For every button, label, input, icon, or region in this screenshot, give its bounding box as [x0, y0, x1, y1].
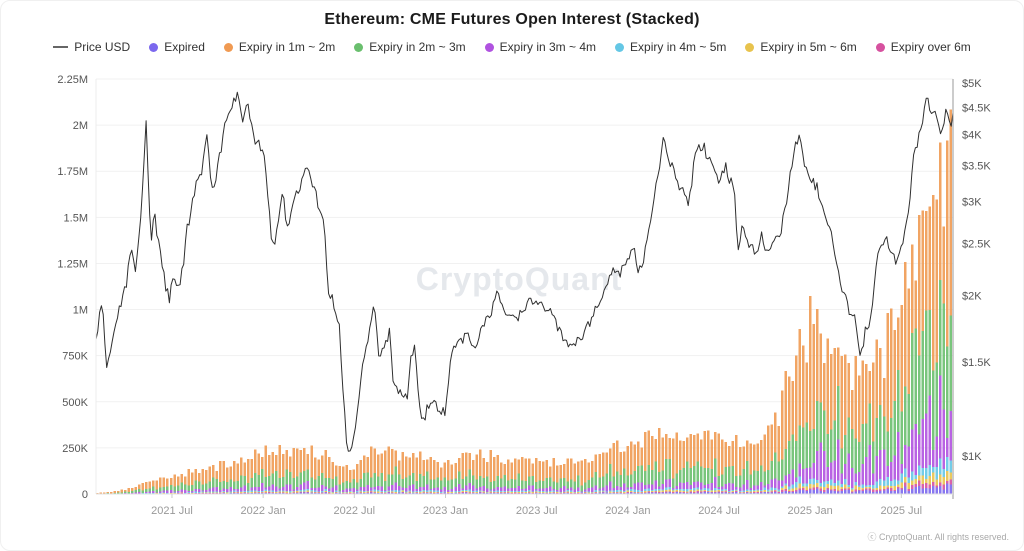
legend-item-expiry-in-4m-5m[interactable]: Expiry in 4m ~ 5m — [615, 40, 726, 54]
right-axis-tick-label: $5K — [962, 78, 982, 90]
watermark: CryptoQuant — [416, 261, 623, 297]
left-axis-tick-label: 0 — [82, 489, 88, 501]
chart-title: Ethereum: CME Futures Open Interest (Sta… — [324, 11, 700, 28]
x-axis-tick-label: 2023 Jan — [423, 505, 468, 517]
left-axis-tick-label: 500K — [62, 397, 88, 409]
x-axis-tick-label: 2022 Jul — [334, 505, 376, 517]
legend-label: Expiry in 2m ~ 3m — [369, 40, 466, 54]
legend-label: Expiry in 5m ~ 6m — [760, 40, 857, 54]
left-axis-tick-label: 1.5M — [64, 212, 88, 224]
left-axis-tick-label: 1.75M — [57, 166, 88, 178]
x-axis-tick-label: 2023 Jul — [516, 505, 558, 517]
left-axis-tick-label: 1M — [73, 305, 88, 317]
left-axis-tick-label: 2M — [73, 120, 88, 132]
right-axis-tick-label: $3.5K — [962, 161, 991, 173]
legend-item-price-usd[interactable]: Price USD — [53, 40, 130, 54]
left-axis-tick-label: 2.25M — [57, 74, 88, 86]
legend-item-expiry-over-6m[interactable]: Expiry over 6m — [875, 40, 971, 54]
right-axis-tick-label: $2K — [962, 290, 982, 302]
right-axis-tick-label: $4.5K — [962, 102, 991, 114]
legend-item-expiry-in-1m-2m[interactable]: Expiry in 1m ~ 2m — [223, 40, 336, 54]
right-axis-tick-label: $1.5K — [962, 357, 991, 369]
right-axis-tick-label: $2.5K — [962, 239, 991, 251]
oi-stacked-bars — [96, 109, 953, 494]
legend-dot-icon — [484, 42, 494, 52]
right-axis-tick-label: $4K — [962, 130, 982, 142]
x-axis-tick-label: 2022 Jan — [241, 505, 286, 517]
legend-dot-icon — [875, 42, 885, 52]
legend-item-expiry-in-3m-4m[interactable]: Expiry in 3m ~ 4m — [484, 40, 597, 54]
x-axis-tick-label: 2025 Jul — [881, 505, 923, 517]
oi-bars-expired — [127, 483, 953, 494]
price-line-dash-icon — [53, 46, 69, 48]
x-axis-tick-label: 2024 Jul — [698, 505, 740, 517]
right-axis-tick-label: $3K — [962, 196, 982, 208]
legend-dot-icon — [745, 42, 755, 52]
legend-label: Expiry in 1m ~ 2m — [238, 40, 336, 54]
x-axis-labels: 2021 Jul 2022 Jan 2022 Jul 2023 Jan 2023 Jul… — [151, 494, 922, 517]
copyright: ⓒ CryptoQuant. All rights reserved. — [867, 532, 1009, 542]
legend-item-expiry-in-5m-6m[interactable]: Expiry in 5m ~ 6m — [745, 40, 857, 54]
left-axis-tick-label: 750K — [62, 351, 88, 363]
legend-dot-icon — [354, 42, 364, 52]
oi-bars-expiry-5m-6m — [138, 470, 953, 494]
x-axis-tick-label: 2021 Jul — [151, 505, 193, 517]
legend-dot-icon — [149, 42, 159, 52]
x-axis-tick-label: 2025 Jan — [788, 505, 833, 517]
right-axis-tick-label: $1K — [962, 451, 982, 463]
price-line — [95, 91, 954, 452]
left-axis-labels: 0 250K 500K 750K 1M 1.25M 1.5M 1.75M 2M 2.25M — [57, 74, 88, 501]
left-axis-tick-label: 250K — [62, 443, 88, 455]
legend-label: Expiry in 3m ~ 4m — [499, 40, 597, 54]
legend-label: Expiry over 6m — [890, 40, 971, 54]
oi-bars-expiry-3m-4m — [106, 375, 952, 494]
legend-item-expired[interactable]: Expired — [149, 40, 205, 54]
right-axis-labels: $1K $1.5K $2K $2.5K $3K $3.5K $4K $4.5K $5K — [962, 78, 991, 463]
legend: Price USD Expired Expiry in 1m ~ 2m Expiry … — [1, 40, 1023, 54]
legend-label: Price USD — [74, 40, 131, 54]
legend-label: Expired — [164, 40, 205, 54]
legend-dot-icon — [223, 42, 233, 52]
legend-label: Expiry in 4m ~ 5m — [630, 40, 727, 54]
left-axis-tick-label: 1.25M — [57, 258, 88, 270]
legend-item-expiry-in-2m-3m[interactable]: Expiry in 2m ~ 3m — [354, 40, 466, 54]
legend-dot-icon — [615, 42, 625, 52]
x-axis-tick-label: 2024 Jan — [605, 505, 650, 517]
